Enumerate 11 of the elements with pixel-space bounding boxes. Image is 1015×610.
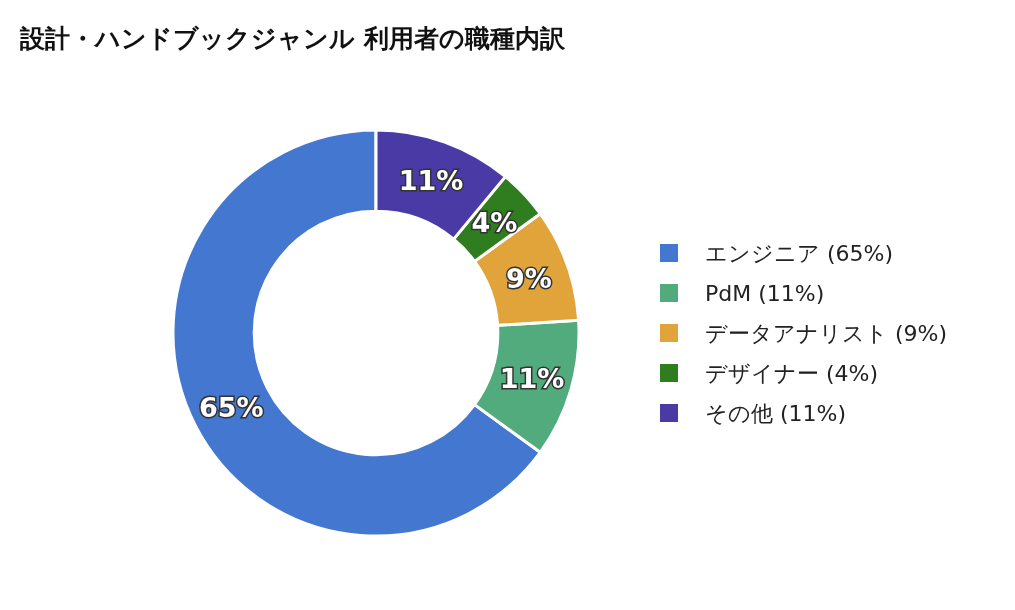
legend-label: PdM (11%)	[705, 281, 825, 306]
data-label: 11%	[499, 363, 565, 395]
data-label: 4%	[471, 206, 518, 238]
legend-label: データアナリスト (9%)	[705, 321, 948, 346]
data-label: 9%	[505, 262, 552, 294]
data-label: 11%	[398, 165, 464, 197]
legend-label: その他 (11%)	[705, 401, 847, 426]
legend-label: デザイナー (4%)	[705, 361, 879, 386]
data-label: 65%	[198, 391, 264, 423]
chart-title: 設計・ハンドブックジャンル 利用者の職種内訳	[19, 24, 566, 53]
legend-label: エンジニア (65%)	[705, 241, 894, 266]
